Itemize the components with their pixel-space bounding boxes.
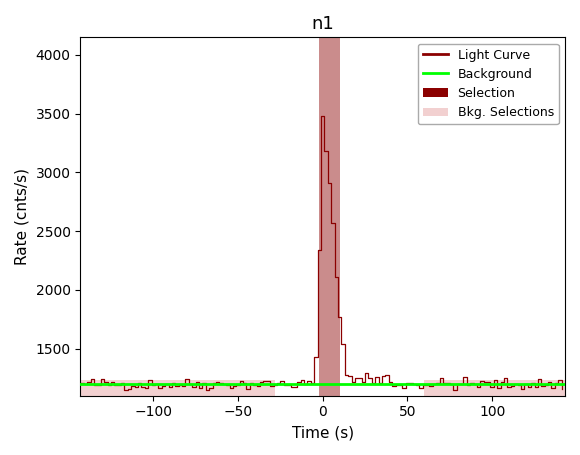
X-axis label: Time (s): Time (s) bbox=[292, 425, 354, 440]
Bar bbox=[320, 37, 340, 396]
Y-axis label: Rate (cnts/s): Rate (cnts/s) bbox=[15, 168, 30, 265]
Bar bbox=[81, 379, 276, 396]
Bar bbox=[425, 379, 565, 396]
Legend: Light Curve, Background, Selection, Bkg. Selections: Light Curve, Background, Selection, Bkg.… bbox=[418, 44, 559, 124]
Title: n1: n1 bbox=[311, 15, 334, 33]
